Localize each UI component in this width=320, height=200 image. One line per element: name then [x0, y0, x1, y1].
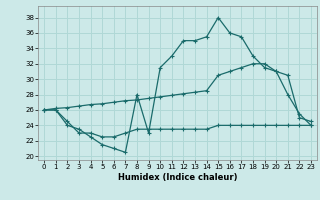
X-axis label: Humidex (Indice chaleur): Humidex (Indice chaleur): [118, 173, 237, 182]
